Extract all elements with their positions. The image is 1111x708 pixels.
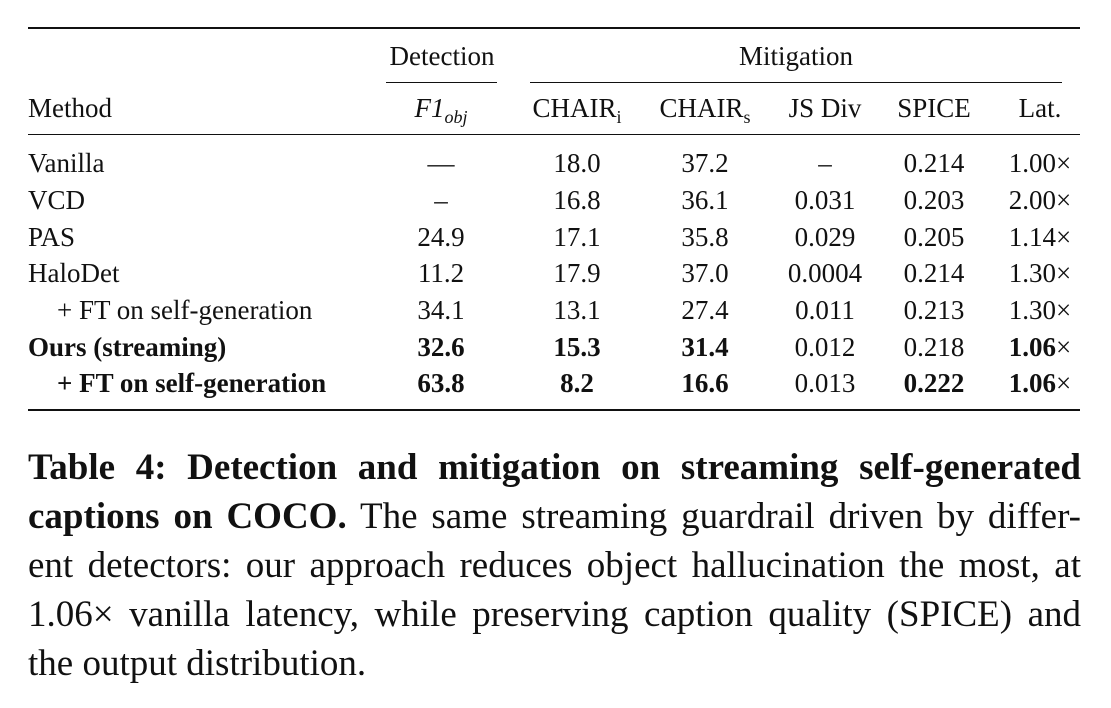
- row-f1: –: [434, 185, 448, 215]
- row-f1: 11.2: [417, 258, 465, 288]
- table-caption: Table 4: Detection and mitigation on str…: [28, 443, 1081, 688]
- row-spice: 0.213: [903, 295, 965, 325]
- top-rule: [28, 27, 1080, 29]
- row-spice: 0.205: [903, 222, 965, 252]
- row-method: + FT on self-generation: [57, 368, 327, 398]
- row-chair-s: 36.1: [681, 185, 729, 215]
- row-method: PAS: [28, 222, 76, 252]
- row-js-div: –: [818, 148, 832, 178]
- row-spice: 0.214: [903, 258, 965, 288]
- header-mitigation: Mitigation: [739, 41, 853, 71]
- row-js-div: 0.029: [794, 222, 856, 252]
- caption-latency-value: 1.06: [28, 594, 93, 635]
- caption-times: ×: [92, 594, 114, 635]
- row-js-div: 0.031: [794, 185, 856, 215]
- row-f1: 63.8: [417, 368, 465, 398]
- row-js-div: 0.013: [794, 368, 856, 398]
- header-f1-base: F1: [414, 93, 445, 123]
- row-lat: 1.06×: [1009, 370, 1071, 397]
- row-lat-times: ×: [1056, 332, 1072, 362]
- row-chair-i: 17.9: [553, 258, 601, 288]
- header-lat: Lat.: [1018, 93, 1062, 123]
- header-method: Method: [28, 93, 112, 123]
- row-f1: 34.1: [417, 295, 465, 325]
- row-chair-s: 37.0: [681, 258, 729, 288]
- row-method: HaloDet: [28, 258, 120, 288]
- row-method: + FT on self-generation: [57, 295, 313, 325]
- row-lat: 1.06×: [1009, 334, 1071, 361]
- row-js-div: 0.011: [795, 295, 855, 325]
- row-chair-s: 31.4: [681, 332, 729, 362]
- row-lat: 2.00×: [1008, 185, 1072, 215]
- row-method: VCD: [28, 185, 86, 215]
- row-chair-i: 8.2: [560, 368, 594, 398]
- row-chair-i: 16.8: [553, 185, 601, 215]
- header-chair-s-base: CHAIR: [659, 93, 744, 123]
- caption-text-3: vanilla latency, while preserving captio…: [28, 594, 1082, 684]
- header-f1-sub: obj: [444, 107, 468, 127]
- header-chair-i: CHAIRi: [532, 93, 621, 127]
- caption-text-2: ent detectors: our approach reduces obje…: [28, 545, 1081, 586]
- caption-text-1: The same streaming guardrail driven by d…: [359, 496, 1081, 537]
- header-detection: Detection: [389, 41, 495, 71]
- header-f1: F1obj: [414, 93, 467, 127]
- row-f1: 32.6: [417, 332, 465, 362]
- row-lat-times: ×: [1056, 368, 1072, 398]
- row-chair-s: 16.6: [681, 368, 729, 398]
- bottom-rule: [28, 409, 1080, 411]
- row-f1: —: [427, 148, 455, 178]
- row-lat-value: 1.06: [1008, 332, 1057, 362]
- header-chair-s-sub: s: [743, 107, 751, 127]
- detection-cmidrule: [386, 82, 497, 83]
- caption-label: Table 4: Detection and mitigation on str…: [28, 447, 1081, 537]
- row-lat: 1.14×: [1008, 222, 1072, 252]
- row-chair-s: 37.2: [681, 148, 729, 178]
- header-chair-i-base: CHAIR: [532, 93, 617, 123]
- row-chair-s: 35.8: [681, 222, 729, 252]
- row-spice: 0.214: [903, 148, 965, 178]
- row-lat-value: 1.06: [1008, 368, 1057, 398]
- row-lat: 1.30×: [1008, 258, 1072, 288]
- header-spice: SPICE: [897, 93, 971, 123]
- header-chair-s: CHAIRs: [659, 93, 750, 127]
- row-method: Vanilla: [28, 148, 105, 178]
- row-spice: 0.222: [903, 368, 965, 398]
- header-rule: [28, 134, 1080, 135]
- row-chair-i: 17.1: [553, 222, 601, 252]
- row-js-div: 0.012: [794, 332, 856, 362]
- row-js-div: 0.0004: [787, 258, 863, 288]
- row-lat: 1.30×: [1008, 295, 1072, 325]
- row-spice: 0.203: [903, 185, 965, 215]
- row-lat: 1.00×: [1008, 148, 1072, 178]
- row-spice: 0.218: [903, 332, 965, 362]
- row-chair-s: 27.4: [681, 295, 729, 325]
- row-f1: 24.9: [417, 222, 465, 252]
- row-chair-i: 18.0: [553, 148, 601, 178]
- header-chair-i-sub: i: [616, 107, 622, 127]
- row-chair-i: 15.3: [553, 332, 601, 362]
- mitigation-cmidrule: [530, 82, 1062, 83]
- header-js-div: JS Div: [788, 93, 862, 123]
- row-method: Ours (streaming): [28, 332, 227, 362]
- row-chair-i: 13.1: [553, 295, 601, 325]
